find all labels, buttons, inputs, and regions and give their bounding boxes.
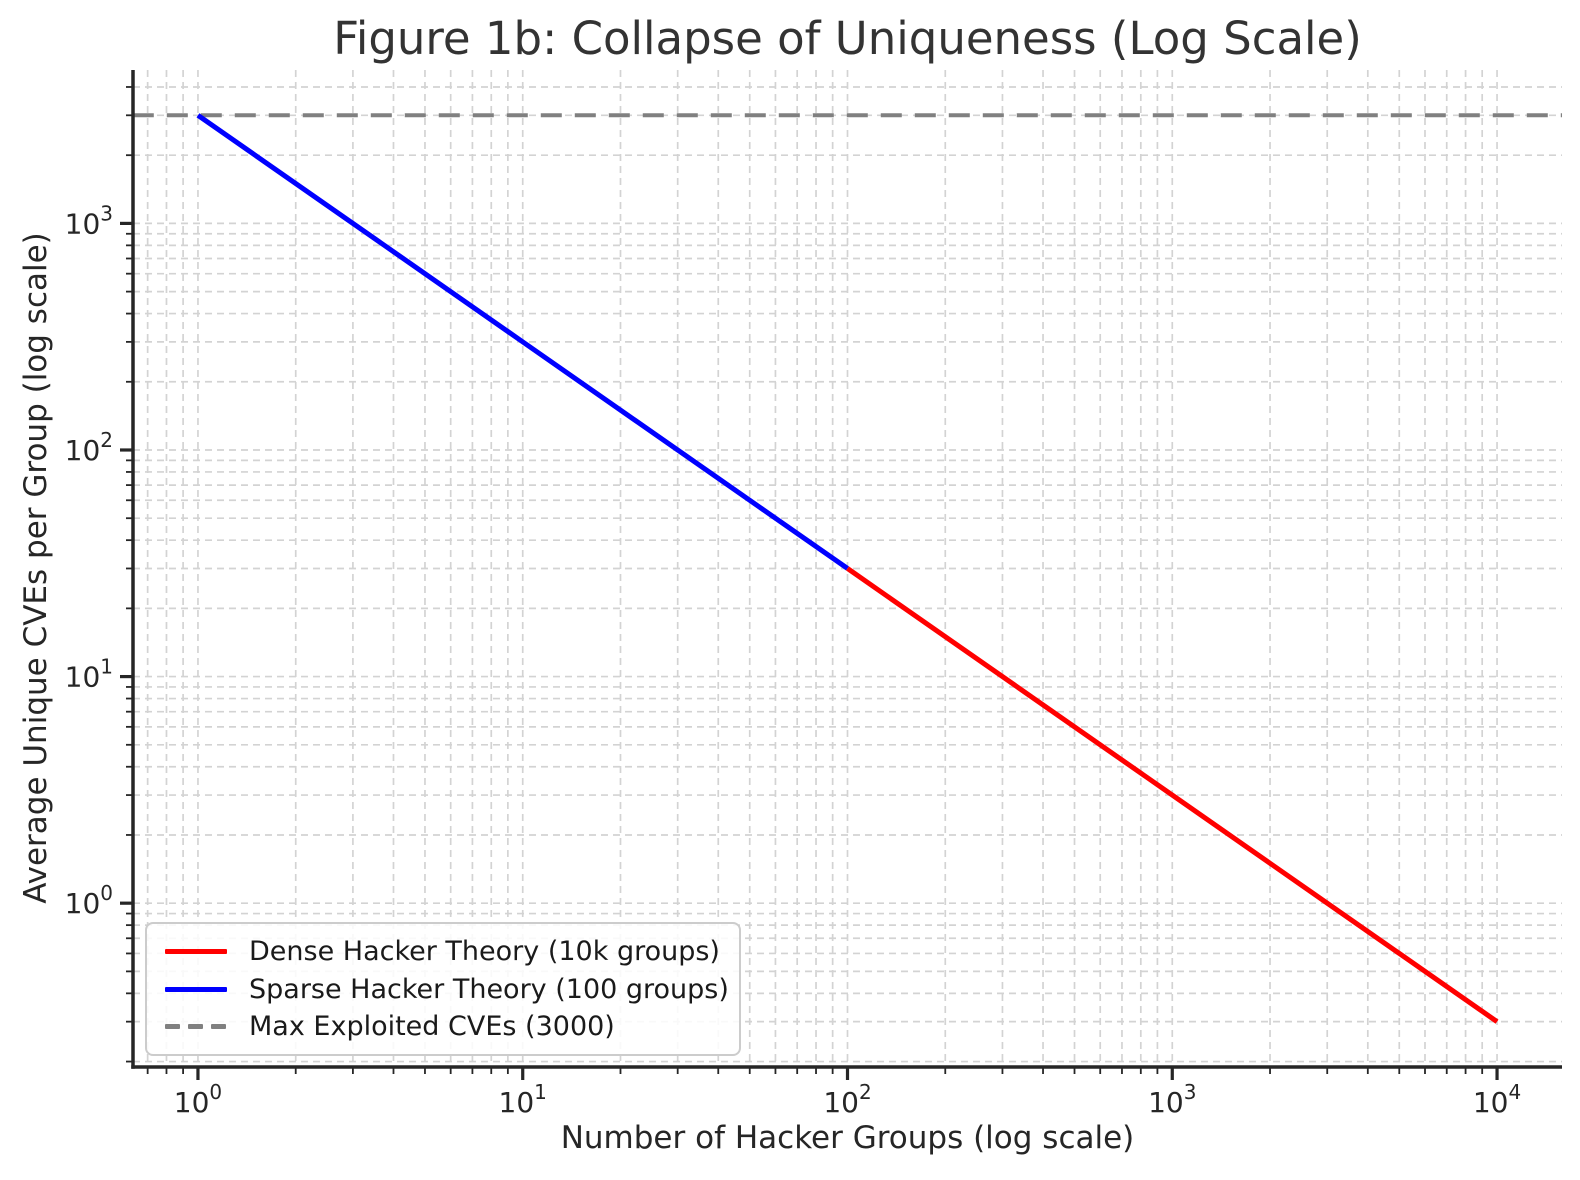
legend-line-icon bbox=[165, 986, 227, 992]
y-tick-label: 101 bbox=[65, 655, 113, 694]
ticks bbox=[120, 86, 1499, 1080]
x-tick-label: 100 bbox=[174, 1080, 222, 1119]
x-tick-label: 104 bbox=[1473, 1080, 1521, 1119]
legend-line-icon bbox=[165, 949, 227, 955]
series-line bbox=[846, 566, 1499, 1024]
x-tick-label: 103 bbox=[1148, 1080, 1196, 1119]
series-line bbox=[196, 113, 849, 571]
legend-item-label: Dense Hacker Theory (10k groups) bbox=[249, 936, 720, 968]
x-tick-label: 101 bbox=[499, 1080, 547, 1119]
x-axis-label: Number of Hacker Groups (log scale) bbox=[560, 1120, 1135, 1156]
y-tick-label: 100 bbox=[65, 881, 113, 920]
y-axis-label: Average Unique CVEs per Group (log scale… bbox=[18, 232, 54, 904]
legend-item: Dense Hacker Theory (10k groups) bbox=[165, 936, 721, 967]
legend-dashed-line-icon bbox=[165, 1023, 227, 1029]
x-tick-label: 102 bbox=[823, 1080, 871, 1119]
y-tick-label: 103 bbox=[65, 201, 113, 240]
legend-item-label: Max Exploited CVEs (3000) bbox=[249, 1010, 615, 1042]
legend: Dense Hacker Theory (10k groups) Sparse H… bbox=[145, 922, 741, 1056]
y-tick-label: 102 bbox=[65, 428, 113, 467]
legend-item: Sparse Hacker Theory (100 groups) bbox=[165, 974, 729, 1005]
series bbox=[132, 113, 1563, 1024]
legend-item: Max Exploited CVEs (3000) bbox=[165, 1011, 721, 1042]
legend-item-label: Sparse Hacker Theory (100 groups) bbox=[249, 973, 729, 1005]
chart-title: Figure 1b: Collapse of Uniqueness (Log S… bbox=[333, 12, 1362, 65]
